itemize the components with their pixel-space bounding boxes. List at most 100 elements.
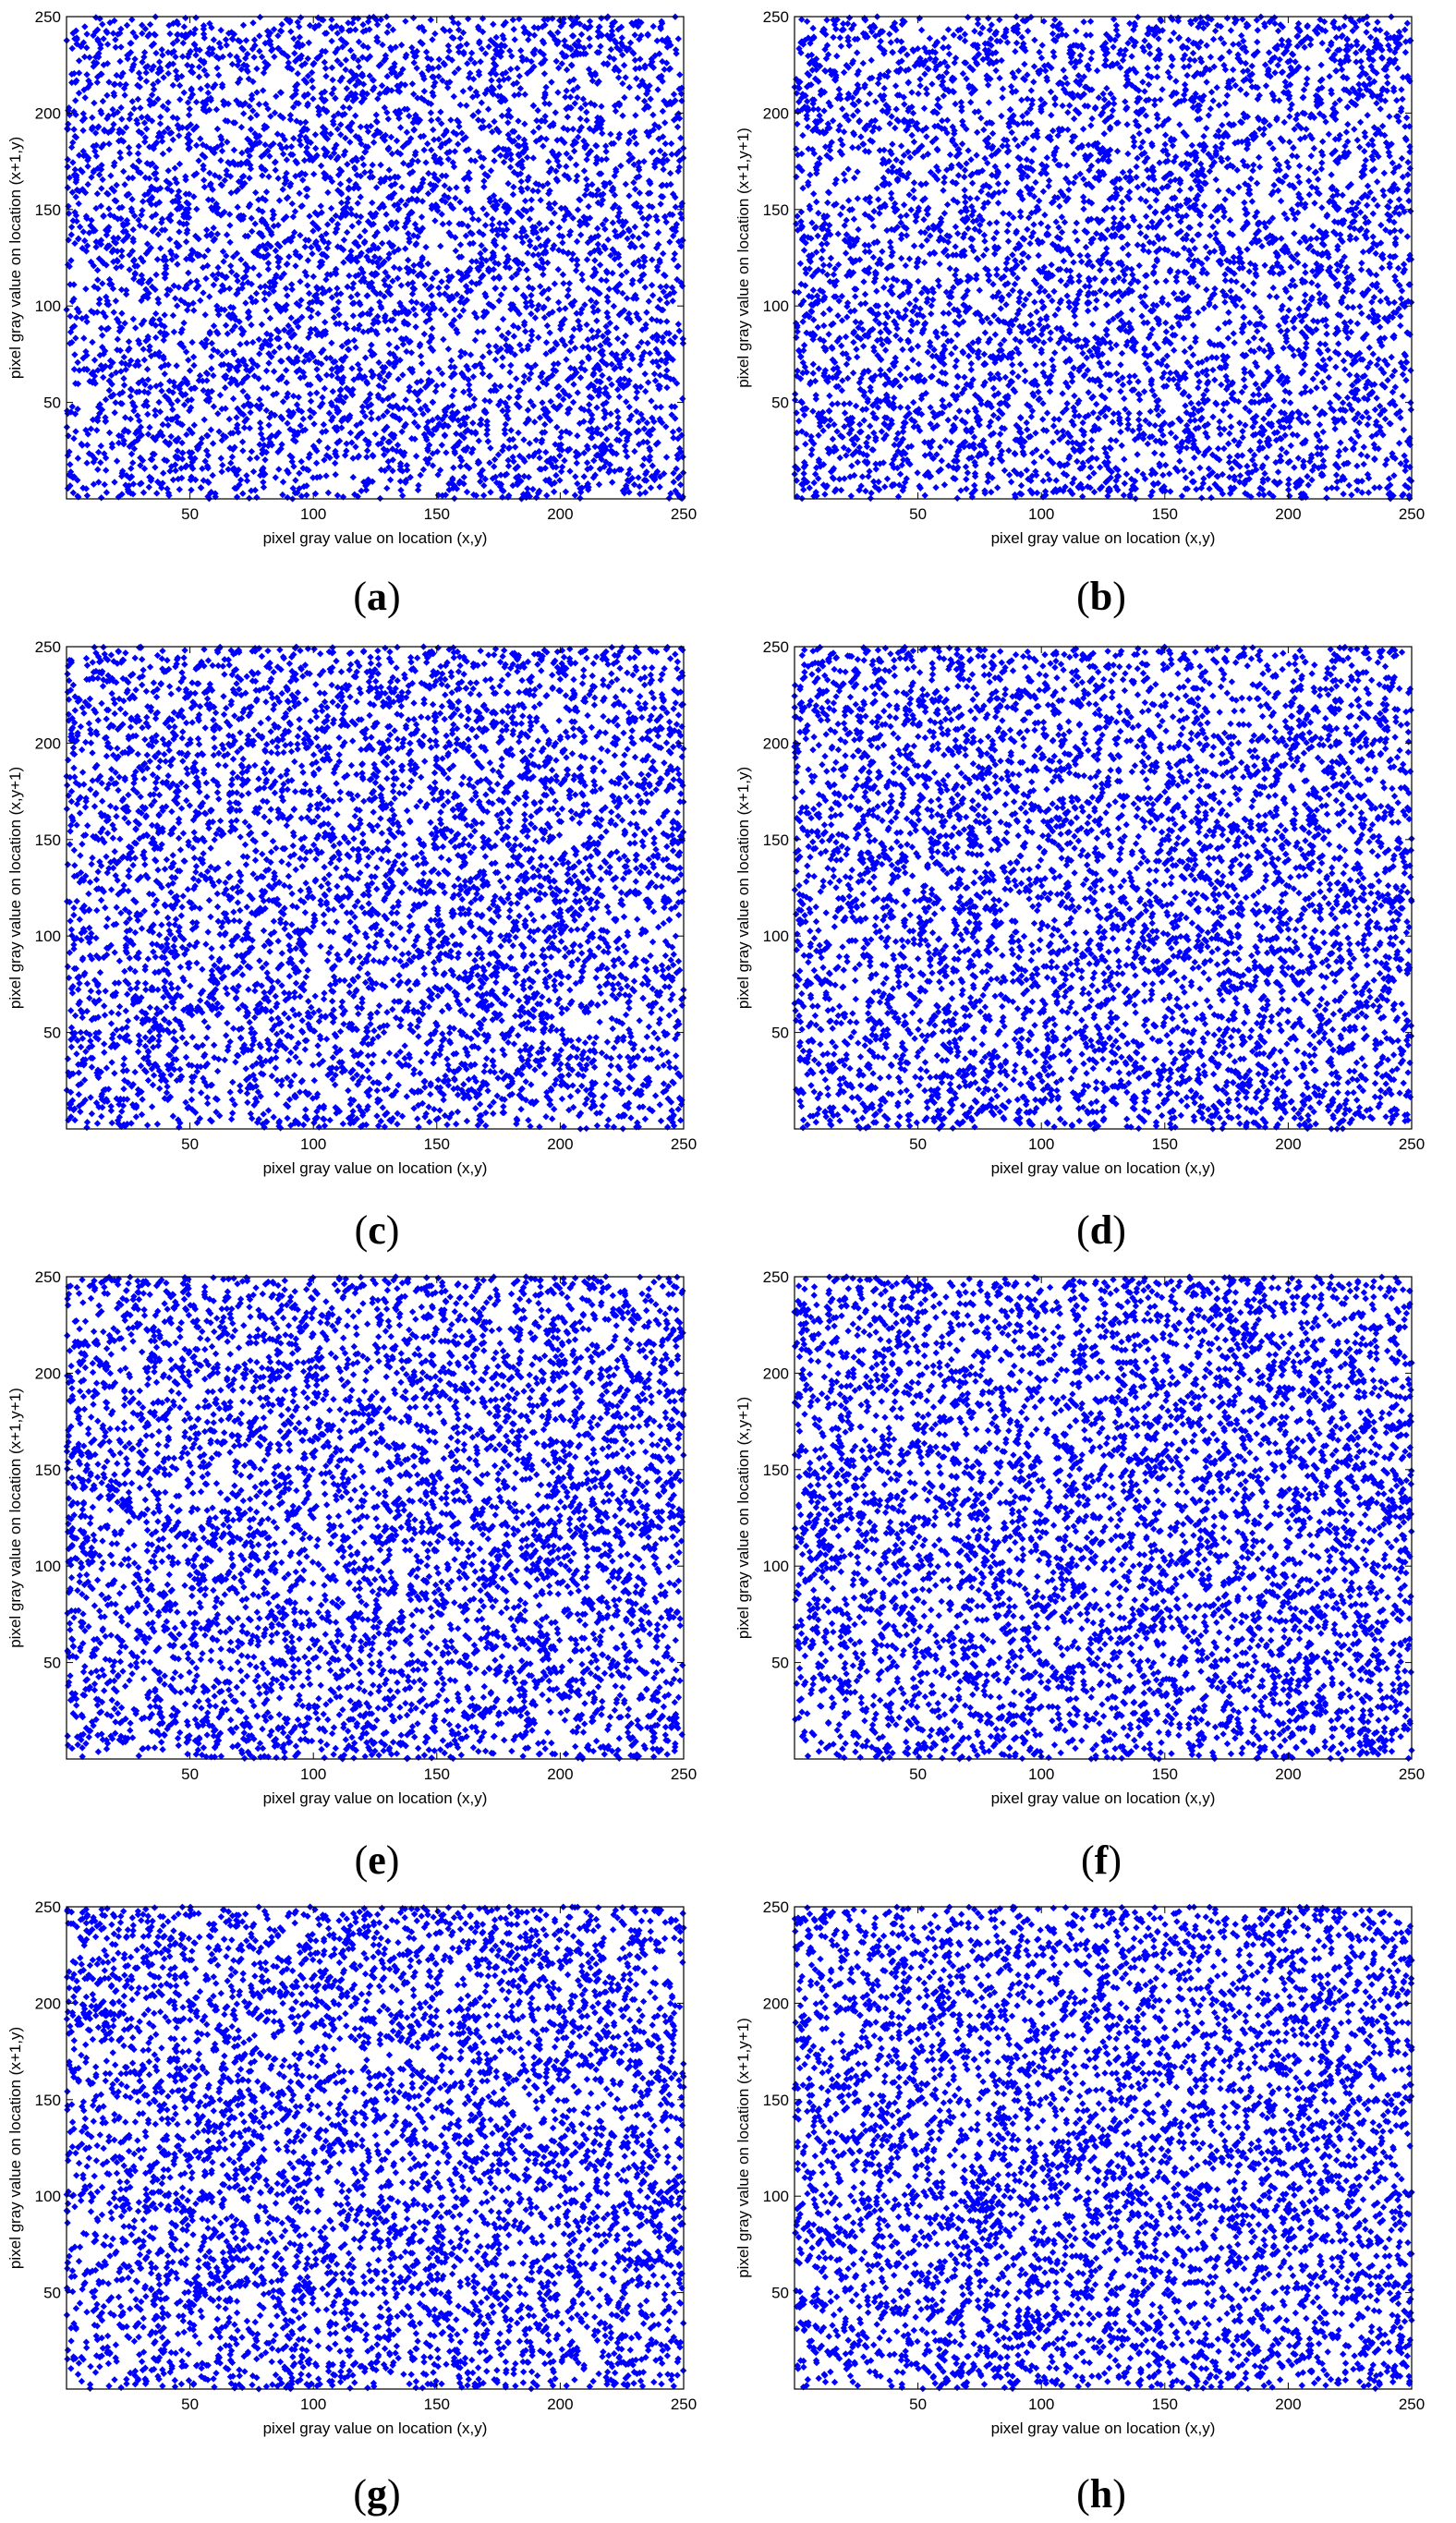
data-point [120,375,127,382]
data-point [526,30,533,38]
data-point [84,163,91,170]
data-point [229,394,237,403]
data-point [481,396,489,405]
data-point [539,399,546,406]
data-point [370,139,378,146]
data-point [586,42,594,50]
data-point [279,151,287,158]
data-point [164,69,172,78]
data-point [410,261,418,269]
data-point [324,188,332,197]
data-point [110,120,117,128]
data-point [516,85,525,92]
data-point [544,295,552,303]
data-point [420,88,428,95]
data-point [272,247,280,255]
data-point [109,105,116,114]
data-point [328,64,336,71]
data-point [243,472,250,479]
data-point [332,459,339,467]
data-point [307,397,315,405]
data-point [558,446,565,454]
data-point [527,398,534,406]
data-point [320,420,328,429]
data-point [520,436,528,443]
data-point [528,332,536,339]
data-point [263,384,272,392]
data-point [353,157,361,164]
data-point [111,17,118,25]
data-point [443,284,451,291]
data-point [67,281,74,288]
data-point [129,225,137,234]
data-point [586,393,593,401]
data-point [594,327,602,335]
data-point [615,393,624,401]
data-point [279,479,287,486]
data-point [111,409,118,417]
data-point [242,37,250,44]
data-point [633,388,641,396]
data-point [197,135,204,142]
data-point [460,473,467,481]
data-point [406,112,413,120]
data-point [380,384,387,392]
data-point [587,418,594,426]
data-point [524,249,531,257]
data-point [489,221,496,229]
data-point [349,285,357,292]
data-point [447,357,455,364]
data-point [588,77,597,85]
data-point [346,78,354,85]
data-point [497,197,504,204]
data-point [332,471,339,479]
data-point [477,58,484,66]
data-point [402,18,409,25]
data-point [448,393,456,400]
data-point [374,392,382,399]
data-point [142,249,151,258]
data-point [524,153,531,162]
data-point [515,324,522,332]
data-point [647,484,655,491]
data-point [478,99,485,106]
data-point [275,197,284,204]
data-point [176,228,183,236]
data-point [393,73,401,80]
data-point [322,65,330,72]
data-point [75,200,82,208]
data-point [358,408,367,416]
data-point [625,403,633,411]
data-point [373,118,381,126]
data-point [654,86,661,93]
data-point [656,296,663,304]
data-point [445,277,453,285]
data-point [483,431,491,438]
data-point [336,392,344,400]
data-point [557,433,564,442]
data-point [621,93,628,102]
data-point [190,421,198,429]
data-point [110,162,118,170]
data-point [666,169,674,177]
data-point [640,158,648,165]
data-point [248,214,255,222]
data-point [636,315,643,323]
data-point [578,306,586,313]
data-point [429,398,436,406]
data-point [677,279,685,286]
data-point [195,63,203,71]
data-point [379,396,386,405]
data-point [152,164,160,172]
data-point [111,479,118,486]
data-point [243,62,250,70]
data-point [625,192,633,200]
data-point [203,82,212,90]
data-point [652,404,660,411]
data-point [355,219,362,226]
data-point [83,71,91,79]
data-point [288,281,296,288]
data-point [613,386,622,394]
data-point [193,205,200,213]
data-point [113,457,121,465]
